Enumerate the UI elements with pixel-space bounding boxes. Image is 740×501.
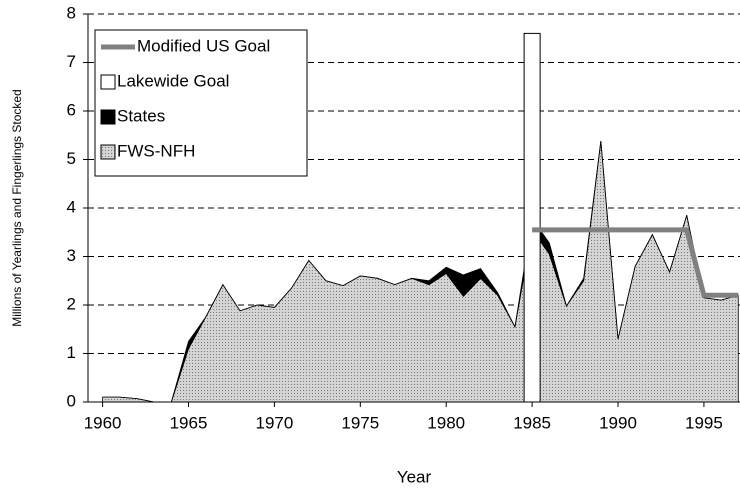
legend-box [94, 29, 308, 177]
x-tick-label: 1985 [513, 413, 551, 432]
y-tick-label: 4 [67, 197, 76, 216]
y-tick-label: 6 [67, 100, 76, 119]
area-0 [102, 141, 739, 403]
y-tick-label: 3 [67, 246, 76, 265]
x-tick-label: 1965 [170, 413, 208, 432]
x-tick-label: 1980 [427, 413, 465, 432]
y-axis-label: Millions of Yearlings and Fingerlings St… [10, 89, 24, 326]
legend-label: Modified US Goal [137, 36, 270, 55]
legend-label: Lakewide Goal [117, 71, 229, 90]
x-tick-label: 1995 [685, 413, 723, 432]
x-tick-label: 1990 [599, 413, 637, 432]
y-tick-label: 8 [67, 3, 76, 22]
x-tick-label: 1970 [255, 413, 293, 432]
y-tick-label: 7 [67, 52, 76, 71]
goal-bar [523, 32, 541, 403]
legend-swatch [100, 74, 116, 90]
x-tick-label: 1960 [84, 413, 122, 432]
y-tick-label: 1 [67, 343, 76, 362]
x-tick-label: 1975 [341, 413, 379, 432]
y-tick-label: 5 [67, 149, 76, 168]
legend-label: States [117, 106, 165, 125]
y-tick-label: 0 [67, 391, 76, 410]
goal-line [532, 227, 739, 298]
x-axis-label: Year [397, 467, 432, 486]
y-tick-label: 2 [67, 294, 76, 313]
legend-swatch [100, 109, 116, 125]
legend-label: FWS-NFH [117, 141, 195, 160]
legend-swatch [100, 144, 116, 160]
